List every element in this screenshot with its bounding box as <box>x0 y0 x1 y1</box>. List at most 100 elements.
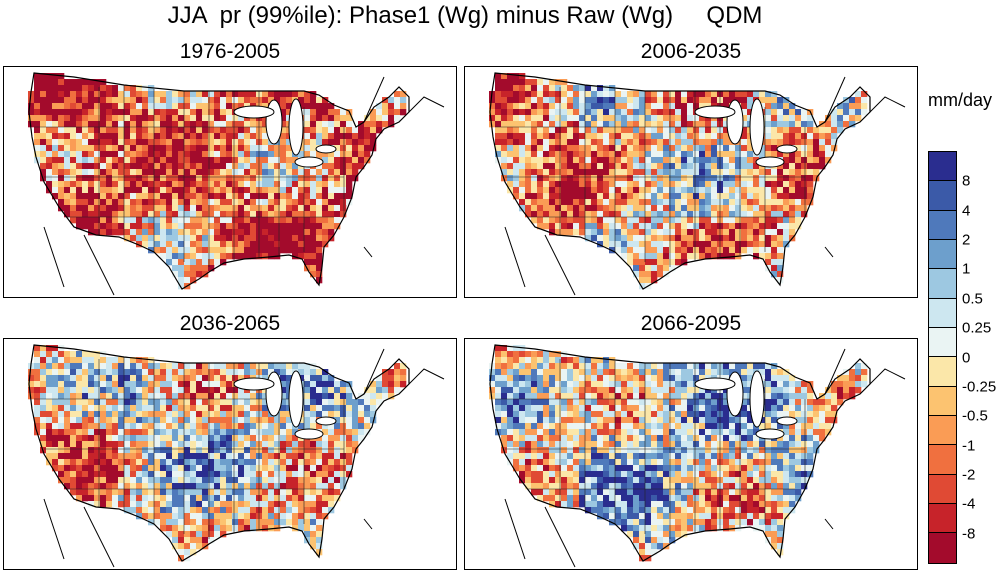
grid-cell <box>76 91 83 98</box>
grid-cell <box>765 405 772 412</box>
grid-cell <box>172 495 179 502</box>
grid-cell <box>400 103 407 110</box>
grid-cell <box>328 181 335 188</box>
grid-cell <box>585 381 592 388</box>
grid-cell <box>304 253 311 260</box>
grid-cell <box>543 217 550 224</box>
grid-cell <box>172 193 179 200</box>
grid-cell <box>627 411 634 418</box>
grid-cell <box>801 169 808 176</box>
grid-cell <box>651 145 658 152</box>
grid-cell <box>202 241 209 248</box>
grid-cell <box>238 91 245 98</box>
grid-cell <box>753 229 760 236</box>
grid-cell <box>106 465 113 472</box>
grid-cell <box>130 157 137 164</box>
grid-cell <box>64 459 71 466</box>
grid-cell <box>70 127 77 134</box>
grid-cell <box>178 543 185 550</box>
grid-cell <box>136 205 143 212</box>
grid-cell <box>172 453 179 460</box>
grid-cell <box>316 513 323 520</box>
grid-cell <box>394 375 401 382</box>
grid-cell <box>639 97 646 104</box>
grid-cell <box>100 139 107 146</box>
grid-cell <box>214 411 221 418</box>
grid-cell <box>130 399 137 406</box>
grid-cell <box>633 375 640 382</box>
grid-cell <box>627 259 634 266</box>
grid-cell <box>310 453 317 460</box>
grid-cell <box>184 447 191 454</box>
grid-cell <box>214 217 221 224</box>
grid-cell <box>669 121 676 128</box>
grid-cell <box>160 471 167 478</box>
grid-cell <box>663 259 670 266</box>
grid-cell <box>268 429 275 436</box>
grid-cell <box>328 387 335 394</box>
grid-cell <box>250 145 257 152</box>
grid-cell <box>58 121 65 128</box>
grid-cell <box>597 97 604 104</box>
grid-cell <box>232 247 239 254</box>
grid-cell <box>855 103 862 110</box>
grid-cell <box>100 127 107 134</box>
grid-cell <box>549 199 556 206</box>
outside-coastline <box>43 498 65 560</box>
grid-cell <box>549 393 556 400</box>
grid-cell <box>76 169 83 176</box>
grid-cell <box>549 127 556 134</box>
grid-cell <box>639 109 646 116</box>
grid-cell <box>166 447 173 454</box>
grid-cell <box>160 417 167 424</box>
grid-cell <box>208 139 215 146</box>
grid-cell <box>705 145 712 152</box>
grid-cell <box>238 97 245 104</box>
grid-cell <box>753 253 760 260</box>
grid-cell <box>549 351 556 358</box>
grid-cell <box>603 205 610 212</box>
grid-cell <box>226 181 233 188</box>
grid-cell <box>142 459 149 466</box>
grid-cell <box>334 435 341 442</box>
grid-cell <box>639 139 646 146</box>
grid-cell <box>723 193 730 200</box>
grid-cell <box>310 513 317 520</box>
grid-cell <box>124 381 131 388</box>
grid-cell <box>274 151 281 158</box>
grid-cell <box>675 145 682 152</box>
grid-cell <box>549 387 556 394</box>
grid-cell <box>58 169 65 176</box>
grid-cell <box>250 519 257 526</box>
grid-cell <box>172 109 179 116</box>
grid-cell <box>226 127 233 134</box>
grid-cell <box>753 211 760 218</box>
grid-cell <box>142 91 149 98</box>
grid-cell <box>322 501 329 508</box>
grid-cell <box>813 151 820 158</box>
grid-cell <box>555 405 562 412</box>
grid-cell <box>208 495 215 502</box>
grid-cell <box>675 175 682 182</box>
grid-cell <box>352 133 359 140</box>
grid-cell <box>34 417 41 424</box>
grid-cell <box>184 211 191 218</box>
grid-cell <box>220 211 227 218</box>
grid-cell <box>765 91 772 98</box>
grid-cell <box>268 435 275 442</box>
grid-cell <box>663 241 670 248</box>
grid-cell <box>214 459 221 466</box>
grid-cell <box>741 91 748 98</box>
grid-cell <box>148 441 155 448</box>
grid-cell <box>274 459 281 466</box>
grid-cell <box>208 151 215 158</box>
grid-cell <box>579 109 586 116</box>
grid-cell <box>88 465 95 472</box>
grid-cell <box>190 507 197 514</box>
grid-cell <box>777 115 784 122</box>
grid-cell <box>597 175 604 182</box>
grid-cell <box>160 429 167 436</box>
grid-cell <box>669 253 676 260</box>
grid-cell <box>831 115 838 122</box>
grid-cell <box>220 525 227 532</box>
